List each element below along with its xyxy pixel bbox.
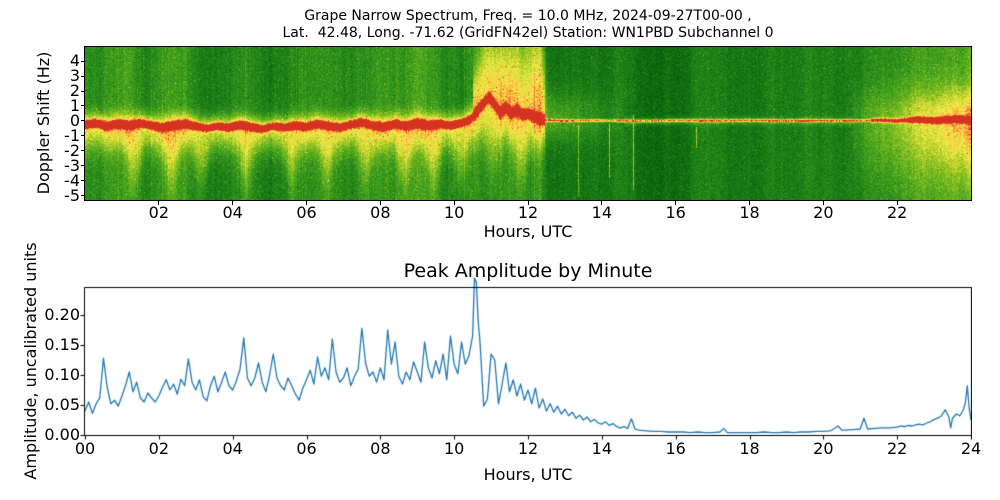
amplitude-ylabel: Amplitude, uncalibrated units (21, 242, 40, 480)
tick-mark (81, 60, 85, 62)
tick-mark (81, 75, 85, 77)
spectrogram-x-tick-label: 12 (517, 203, 539, 222)
amplitude-x-tick-label: 18 (739, 439, 760, 458)
amplitude-x-tick-label: 10 (443, 439, 465, 458)
spectrogram-y-tick-label: -2 (64, 140, 80, 160)
amplitude-x-tick-label: 16 (665, 439, 686, 458)
spectrogram-y-tick-label: -3 (64, 155, 80, 175)
spectrogram-y-tick-label: -5 (64, 185, 80, 205)
spectrogram-x-tick-label: 16 (665, 203, 686, 222)
spectrogram-y-tick-label: -1 (64, 125, 80, 145)
spectrogram-title-line1: Grape Narrow Spectrum, Freq. = 10.0 MHz,… (304, 8, 752, 24)
spectrogram-plot (84, 46, 972, 201)
amplitude-x-tick-label: 24 (960, 439, 982, 458)
tick-mark (453, 201, 455, 205)
spectrogram-y-tick-label: 2 (69, 81, 80, 101)
tick-mark (675, 201, 677, 205)
amplitude-plot (80, 277, 972, 442)
amplitude-y-tick-label: 0.10 (44, 365, 80, 384)
amplitude-y-tick-label: 0.20 (44, 305, 80, 324)
amplitude-x-tick-label: 14 (591, 439, 613, 458)
amplitude-x-tick-label: 20 (813, 439, 834, 458)
spectrogram-x-tick-label: 18 (739, 203, 760, 222)
spectrogram-y-tick-label: 1 (69, 95, 80, 115)
spectrogram-y-tick-label: 3 (69, 66, 80, 86)
tick-mark (81, 90, 85, 92)
spectrogram-y-tick-label: -4 (64, 170, 80, 190)
tick-mark (81, 105, 85, 107)
amplitude-x-tick-label: 22 (886, 439, 908, 458)
amplitude-x-tick-label: 08 (370, 439, 391, 458)
amplitude-y-tick-label: 0.00 (44, 425, 80, 444)
tick-mark (81, 195, 85, 197)
tick-mark (379, 201, 381, 205)
tick-mark (749, 201, 750, 205)
tick-mark (81, 180, 85, 182)
amplitude-y-tick-label: 0.15 (44, 335, 80, 354)
amplitude-x-tick-label: 06 (296, 439, 317, 458)
tick-mark (81, 165, 85, 167)
spectrogram-x-tick-label: 14 (591, 203, 613, 222)
spectrogram-x-tick-label: 06 (296, 203, 317, 222)
tick-mark (896, 201, 898, 205)
tick-mark (81, 150, 85, 152)
tick-mark (822, 201, 824, 205)
tick-mark (232, 201, 234, 205)
amplitude-x-tick-label: 12 (517, 439, 539, 458)
amplitude-x-tick-label: 00 (74, 439, 96, 458)
spectrogram-x-tick-label: 10 (443, 203, 465, 222)
tick-mark (527, 201, 529, 205)
spectrogram-y-tick-label: 0 (69, 110, 80, 130)
tick-mark (81, 120, 85, 122)
tick-mark (81, 135, 85, 137)
tick-mark (306, 201, 307, 205)
amplitude-xlabel: Hours, UTC (483, 465, 573, 484)
spectrogram-x-tick-label: 08 (370, 203, 391, 222)
spectrogram-x-tick-label: 04 (222, 203, 243, 222)
spectrogram-x-tick-label: 22 (886, 203, 908, 222)
spectrogram-y-tick-label: 4 (69, 51, 80, 71)
tick-mark (158, 201, 160, 205)
spectrogram-x-tick-label: 20 (813, 203, 834, 222)
spectrogram-title-line2: Lat. 42.48, Long. -71.62 (GridFN42el) St… (282, 25, 774, 41)
amplitude-x-tick-label: 02 (148, 439, 170, 458)
tick-mark (601, 201, 603, 205)
spectrogram-xlabel: Hours, UTC (483, 222, 573, 241)
amplitude-y-tick-label: 0.05 (44, 395, 80, 414)
amplitude-title: Peak Amplitude by Minute (403, 260, 653, 282)
spectrogram-x-tick-label: 02 (148, 203, 170, 222)
amplitude-x-tick-label: 04 (222, 439, 243, 458)
